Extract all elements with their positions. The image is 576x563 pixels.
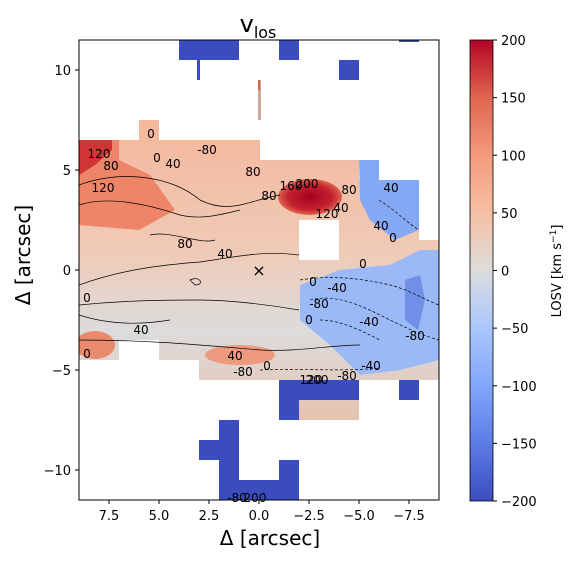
contour-lines-negative	[259, 199, 439, 371]
x-axis-label: Δ [arcsec]	[220, 526, 320, 550]
contour-label: 40	[373, 219, 388, 233]
contour-label: -80	[405, 329, 425, 343]
contour-label: 0	[83, 347, 91, 361]
contour-label: -40	[359, 315, 379, 329]
saturated-pixels	[179, 40, 419, 500]
colorbar-label: LOSV [km s−1]	[549, 225, 565, 318]
contour-label: 200	[296, 177, 319, 191]
contour-label: 80	[341, 183, 356, 197]
colorbar	[469, 39, 494, 502]
contour-label: 120	[88, 147, 111, 161]
plot-area	[79, 40, 439, 500]
x-axis-ticks: 7.5 5.0 2.5 0.0 −2.5 −5.0 −7.5	[99, 500, 425, 524]
colorbar-tick-label: 150	[501, 92, 526, 107]
contour-label: -40	[361, 359, 381, 373]
thin-feature-red	[258, 80, 260, 90]
contour-label: 160	[280, 179, 303, 193]
gap-mask-center	[299, 220, 339, 260]
colorbar-tick-label: −50	[501, 322, 528, 337]
contour-lines	[79, 176, 361, 351]
contour-label: 0	[305, 313, 313, 327]
y-tick-label: 10	[54, 64, 71, 79]
contour-label: -40	[327, 281, 347, 295]
contour-label: -80	[227, 491, 247, 505]
y-tick-label: 5	[63, 164, 71, 179]
center-marker: ×	[252, 261, 265, 280]
red-blob	[278, 179, 342, 215]
contour-label: -80	[233, 365, 253, 379]
x-tick-label: −2.5	[293, 509, 325, 524]
chart-title: vlos	[240, 10, 277, 42]
y-tick-label: −5	[52, 364, 71, 379]
x-tick-label: 0.0	[249, 509, 270, 524]
x-tick-label: −7.5	[393, 509, 425, 524]
y-tick-label: −10	[44, 464, 71, 479]
x-tick-label: 7.5	[99, 509, 120, 524]
contour-label: 40	[217, 247, 232, 261]
contour-label: 120	[300, 373, 323, 387]
contour-label: 0	[83, 291, 91, 305]
contour-label: -80	[309, 297, 329, 311]
contour-label: 40	[383, 181, 398, 195]
blue-region-core	[405, 275, 425, 330]
contour-label: 0	[263, 359, 271, 373]
thin-feature	[258, 80, 261, 120]
x-tick-label: 5.0	[149, 509, 170, 524]
colorbar-tick-label: −100	[501, 380, 537, 395]
contour-label: 80	[103, 159, 118, 173]
blue-region-right	[300, 250, 439, 375]
contour-label: 0	[309, 275, 317, 289]
contour-label: -80	[197, 143, 217, 157]
contour-label: 0	[153, 151, 161, 165]
y-axis-ticks: 10 5 0 −5 −10	[44, 64, 79, 479]
colorbar-tick-label: 200	[501, 34, 526, 49]
contour-label: 40	[165, 157, 180, 171]
colorbar-tick-label: 50	[501, 207, 518, 222]
red-patch-left	[79, 331, 115, 359]
contour-label: 80	[245, 165, 260, 179]
contour-label: -80	[337, 369, 357, 383]
colorbar-tick-label: −200	[501, 495, 537, 510]
colorbar-tick-label: 0	[501, 265, 509, 280]
contour-label: 40	[227, 349, 242, 363]
y-tick-label: 0	[63, 264, 71, 279]
contour-label: 0	[389, 231, 397, 245]
contour-label: 40	[133, 323, 148, 337]
colorbar-tick-label: −150	[501, 437, 537, 452]
contour-label: 0	[147, 127, 155, 141]
red-region-edge	[79, 140, 112, 175]
contour-label: 80	[261, 189, 276, 203]
red-region-upper-left	[79, 140, 175, 230]
contour-label: 0	[359, 257, 367, 271]
gap-mask-lower-left	[119, 340, 159, 360]
colorbar-tick-label: 100	[501, 149, 526, 164]
contour-label: 200	[244, 491, 267, 505]
y-axis-label: Δ [arcsec]	[11, 205, 35, 305]
contour-label: 120	[92, 181, 115, 195]
blue-region-upper-right	[359, 160, 419, 240]
x-tick-label: −5.0	[343, 509, 375, 524]
contour-label: 40	[333, 201, 348, 215]
contour-label: 80	[177, 237, 192, 251]
contour-label: 120	[316, 207, 339, 221]
chart-title-subscript: los	[254, 23, 277, 42]
contour-label: 200	[306, 373, 329, 387]
colorbar-ticks: 200 150 100 50 0 −50 −100 −150 −200	[493, 34, 537, 510]
x-tick-label: 2.5	[199, 509, 220, 524]
